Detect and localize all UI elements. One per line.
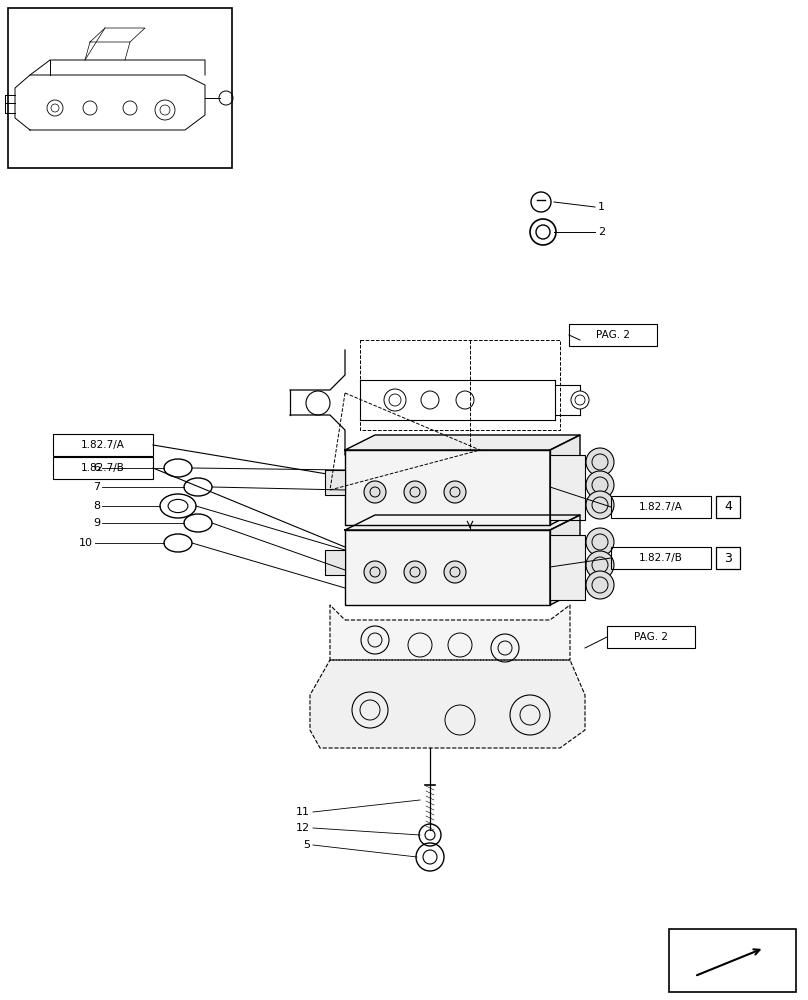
Text: 8: 8 [93, 501, 100, 511]
Text: 9: 9 [93, 518, 100, 528]
Bar [360, 340, 560, 430]
Circle shape [575, 395, 585, 405]
Circle shape [404, 561, 426, 583]
Circle shape [421, 391, 439, 409]
Text: 6: 6 [93, 463, 100, 473]
Polygon shape [85, 42, 130, 60]
Text: 12: 12 [296, 823, 310, 833]
Text: 1.82.7/A: 1.82.7/A [639, 502, 683, 512]
Polygon shape [310, 660, 585, 748]
Polygon shape [90, 28, 145, 42]
Text: PAG. 2: PAG. 2 [634, 632, 668, 642]
Polygon shape [345, 435, 580, 450]
Text: 1.82.7/B: 1.82.7/B [639, 553, 683, 563]
Bar [607, 626, 695, 648]
Bar [53, 457, 153, 479]
Circle shape [364, 561, 386, 583]
Bar [345, 530, 550, 605]
Circle shape [456, 391, 474, 409]
Circle shape [586, 551, 614, 579]
Polygon shape [330, 605, 570, 660]
Bar [716, 496, 740, 518]
Circle shape [444, 561, 466, 583]
Bar [8, 8, 232, 168]
Circle shape [444, 481, 466, 503]
Text: 3: 3 [724, 552, 732, 564]
Polygon shape [550, 515, 580, 605]
Text: 7: 7 [93, 482, 100, 492]
Bar [345, 450, 550, 525]
Bar [611, 496, 711, 518]
Bar [325, 470, 345, 495]
Circle shape [586, 571, 614, 599]
Text: 10: 10 [79, 538, 93, 548]
Circle shape [586, 448, 614, 476]
Circle shape [586, 528, 614, 556]
Bar [325, 550, 345, 575]
Bar [716, 547, 740, 569]
Circle shape [586, 491, 614, 519]
Polygon shape [550, 435, 580, 525]
Text: 1: 1 [598, 202, 605, 212]
Bar [569, 324, 657, 346]
Bar [550, 535, 585, 600]
Polygon shape [345, 515, 580, 530]
Bar [550, 455, 585, 520]
Bar [611, 547, 711, 569]
Text: 5: 5 [303, 840, 310, 850]
Text: PAG. 2: PAG. 2 [596, 330, 630, 340]
Circle shape [571, 391, 589, 409]
Text: 4: 4 [724, 500, 732, 514]
Text: 2: 2 [598, 227, 605, 237]
Text: 1.82.7/A: 1.82.7/A [81, 440, 125, 450]
Circle shape [586, 471, 614, 499]
Circle shape [404, 481, 426, 503]
Circle shape [364, 481, 386, 503]
Text: 11: 11 [296, 807, 310, 817]
Bar [669, 929, 796, 992]
Bar [53, 434, 153, 456]
Circle shape [389, 394, 401, 406]
Circle shape [384, 389, 406, 411]
Text: 1.82.7/B: 1.82.7/B [81, 463, 125, 473]
